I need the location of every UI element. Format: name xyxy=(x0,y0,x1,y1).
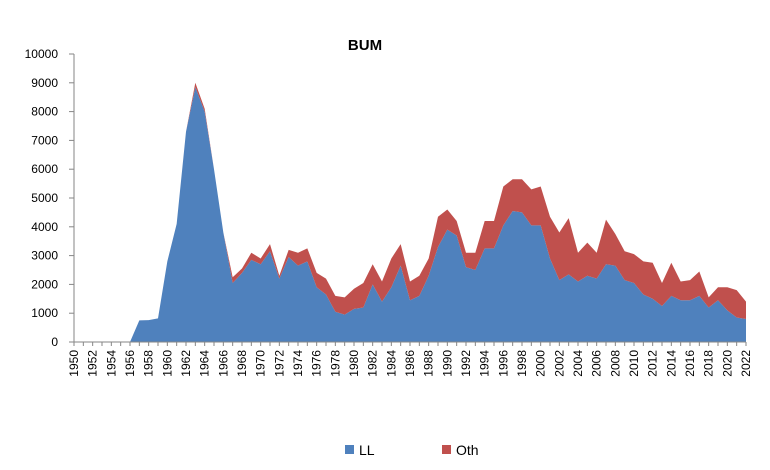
legend-swatch-ll xyxy=(345,445,354,454)
x-tick-label: 1970 xyxy=(254,350,268,377)
x-tick-label: 1990 xyxy=(440,350,454,377)
x-tick-label: 1960 xyxy=(160,350,174,377)
x-tick-label: 2002 xyxy=(552,350,566,377)
x-tick-label: 1950 xyxy=(67,350,81,377)
x-tick-label: 1958 xyxy=(142,350,156,377)
x-tick-label: 1994 xyxy=(478,350,492,377)
x-axis-ticks: 1950 1952 1954 1956 1958 1960 1962 1964 1966 1968… xyxy=(67,342,753,377)
x-tick-label: 2008 xyxy=(608,350,622,377)
x-tick-label: 1972 xyxy=(272,350,286,377)
x-tick-label: 1966 xyxy=(216,350,230,377)
x-tick-label: 1988 xyxy=(422,350,436,377)
x-tick-label: 1964 xyxy=(198,350,212,377)
x-tick-label: 2020 xyxy=(720,350,734,377)
y-axis-ticks: 0 1000 2000 3000 4000 5000 6000 7000 8000 9000 100… xyxy=(25,47,74,349)
y-tick-label: 5000 xyxy=(31,191,58,205)
x-tick-label: 2012 xyxy=(646,350,660,377)
legend-label-oth: Oth xyxy=(456,442,479,458)
x-tick-label: 1980 xyxy=(347,350,361,377)
x-tick-label: 2006 xyxy=(590,350,604,377)
x-tick-label: 1962 xyxy=(179,350,193,377)
area-series-oth xyxy=(74,82,746,343)
x-tick-label: 1976 xyxy=(310,350,324,377)
area-series-ll xyxy=(74,87,746,343)
chart-title: BUM xyxy=(348,37,382,54)
x-tick-label: 1986 xyxy=(403,350,417,377)
x-tick-label: 1956 xyxy=(123,350,137,377)
x-tick-label: 1978 xyxy=(328,350,342,377)
y-tick-label: 2000 xyxy=(31,277,58,291)
x-tick-label: 1992 xyxy=(459,350,473,377)
x-tick-label: 2014 xyxy=(664,350,678,377)
x-tick-label: 1998 xyxy=(515,350,529,377)
y-tick-label: 3000 xyxy=(31,249,58,263)
legend-label-ll: LL xyxy=(359,442,375,458)
x-tick-label: 2000 xyxy=(534,350,548,377)
x-tick-label: 2010 xyxy=(627,350,641,377)
x-tick-label: 1952 xyxy=(86,350,100,377)
y-tick-label: 9000 xyxy=(31,76,58,90)
y-tick-label: 6000 xyxy=(31,162,58,176)
x-tick-label: 1974 xyxy=(291,350,305,377)
x-tick-label: 2004 xyxy=(571,350,585,377)
y-tick-label: 4000 xyxy=(31,220,58,234)
y-tick-label: 0 xyxy=(51,335,58,349)
x-tick-label: 2016 xyxy=(683,350,697,377)
x-tick-label: 1982 xyxy=(366,350,380,377)
y-tick-label: 1000 xyxy=(31,306,58,320)
y-tick-label: 7000 xyxy=(31,133,58,147)
chart-legend: LL Oth xyxy=(345,442,479,458)
x-tick-label: 2018 xyxy=(702,350,716,377)
y-tick-label: 10000 xyxy=(25,47,59,61)
x-tick-label: 2022 xyxy=(739,350,753,377)
legend-swatch-oth xyxy=(442,445,451,454)
plot-areas xyxy=(74,82,746,343)
x-tick-label: 1954 xyxy=(104,350,118,377)
y-tick-label: 8000 xyxy=(31,105,58,119)
x-tick-label: 1968 xyxy=(235,350,249,377)
x-tick-label: 1996 xyxy=(496,350,510,377)
x-tick-label: 1984 xyxy=(384,350,398,377)
